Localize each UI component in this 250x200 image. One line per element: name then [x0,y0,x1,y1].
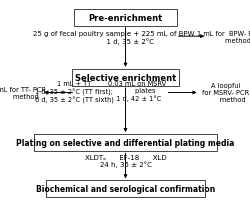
Text: Pre-enrichment: Pre-enrichment [88,14,162,22]
Text: 25 g of fecal poultry sample + 225 mL of BPW
              1 d, 35 ± 2°C: 25 g of fecal poultry sample + 225 mL of… [33,31,194,45]
Text: 1 mL + TT
1 d, 35 ± 2°C (TT first);
6 d, 35 ± 2°C (TT sixth): 1 mL + TT 1 d, 35 ± 2°C (TT first); 6 d,… [34,81,113,104]
FancyBboxPatch shape [34,135,216,152]
FancyBboxPatch shape [74,9,176,26]
Text: A loopful
for MSRV- PCR
      method: A loopful for MSRV- PCR method [202,83,248,103]
FancyBboxPatch shape [46,180,204,198]
Text: XLDTₐ      EF-18      XLD: XLDTₐ EF-18 XLD [84,154,166,160]
FancyBboxPatch shape [71,70,179,86]
Text: 24 h, 35 ± 2°C: 24 h, 35 ± 2°C [99,161,151,167]
Text: 1 mL for TT- PCR
       method: 1 mL for TT- PCR method [0,87,46,99]
Text: 0.03 mL on MSRV
        plates
  1 d, 42 ± 1°C: 0.03 mL on MSRV plates 1 d, 42 ± 1°C [107,81,165,102]
Text: Plating on selective and differential plating media: Plating on selective and differential pl… [16,139,234,147]
Text: Biochemical and serological confirmation: Biochemical and serological confirmation [36,185,214,193]
Text: 1 mL for  BPW- PCR
        method: 1 mL for BPW- PCR method [196,31,250,43]
Text: Selective enrichment: Selective enrichment [74,74,176,82]
